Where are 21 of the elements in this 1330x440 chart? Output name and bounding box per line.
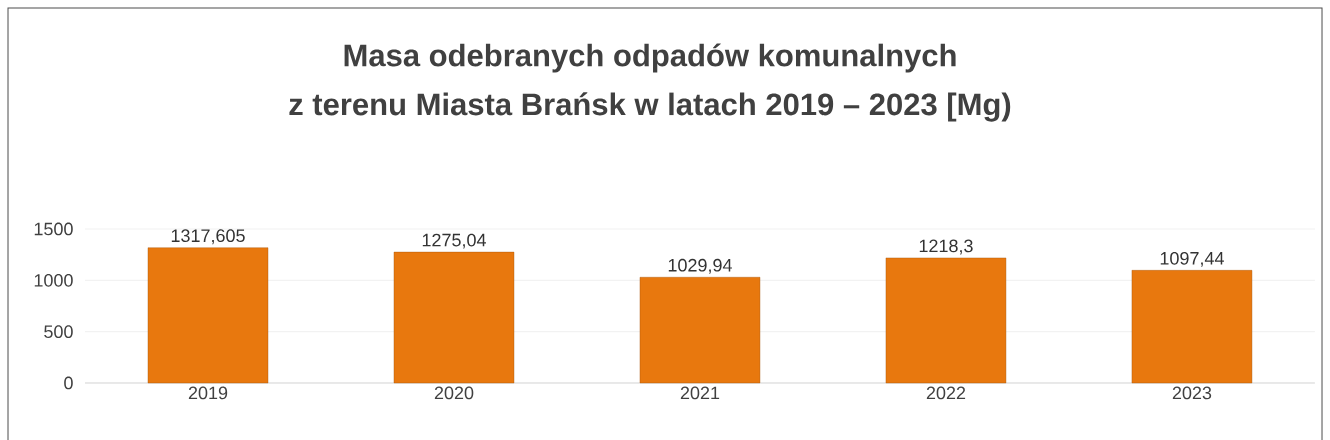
y-tick-label: 0 (64, 376, 73, 390)
y-tick-label: 1000 (34, 273, 73, 287)
data-label: 1218,3 (919, 239, 973, 255)
y-tick-label: 1500 (34, 222, 73, 236)
x-tick-label: 2023 (1172, 386, 1212, 400)
bar (393, 251, 515, 384)
bar (639, 277, 761, 384)
bar (1131, 270, 1253, 384)
x-tick-label: 2020 (434, 386, 474, 400)
data-label: 1275,04 (422, 233, 486, 249)
bar (885, 257, 1007, 384)
bar (147, 247, 269, 384)
data-label: 1317,605 (171, 229, 245, 245)
data-label: 1029,94 (668, 258, 732, 274)
chart-title: Masa odebranych odpadów komunalnych (344, 43, 956, 73)
data-label: 1097,44 (1160, 251, 1224, 267)
x-tick-label: 2022 (926, 386, 966, 400)
x-tick-label: 2019 (188, 386, 228, 400)
x-tick-label: 2021 (680, 386, 720, 400)
y-tick-label: 500 (44, 325, 73, 339)
chart-subtitle: z terenu Miasta Brańsk w latach 2019 – 2023 [Mg) (289, 92, 1011, 122)
